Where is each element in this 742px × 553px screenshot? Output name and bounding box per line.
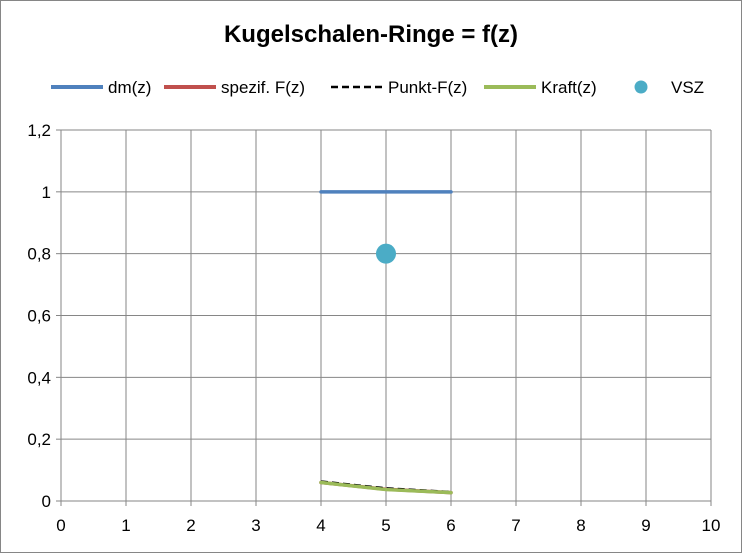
x-tick-label: 3 — [251, 516, 260, 535]
legend-label: VSZ — [671, 78, 704, 97]
y-tick-label: 1 — [42, 183, 51, 202]
chart-title: Kugelschalen-Ringe = f(z) — [223, 21, 519, 48]
y-tick-label: 0 — [42, 492, 51, 511]
x-tick-label: 7 — [511, 516, 520, 535]
x-tick-label: 2 — [186, 516, 195, 535]
legend-label: dm(z) — [108, 78, 151, 97]
series-point-vsz — [376, 243, 396, 264]
x-tick-label: 6 — [446, 516, 455, 535]
y-tick-label: 0,4 — [27, 368, 51, 387]
series-line-3 — [319, 480, 453, 495]
y-tick-label: 1,2 — [27, 121, 51, 140]
x-tick-label: 5 — [381, 516, 390, 535]
y-tick-label: 0,6 — [27, 307, 51, 326]
legend-label: Punkt-F(z) — [388, 78, 467, 97]
x-tick-label: 1 — [121, 516, 130, 535]
x-tick-label: 8 — [576, 516, 585, 535]
x-tick-label: 9 — [641, 516, 650, 535]
legend-label: Kraft(z) — [541, 78, 597, 97]
x-tick-label: 0 — [56, 516, 65, 535]
x-tick-label: 4 — [316, 516, 325, 535]
y-tick-label: 0,8 — [27, 245, 51, 264]
x-tick-label: 10 — [702, 516, 721, 535]
legend-marker — [634, 80, 648, 94]
legend-label: spezif. F(z) — [221, 78, 305, 97]
y-tick-label: 0,2 — [27, 430, 51, 449]
